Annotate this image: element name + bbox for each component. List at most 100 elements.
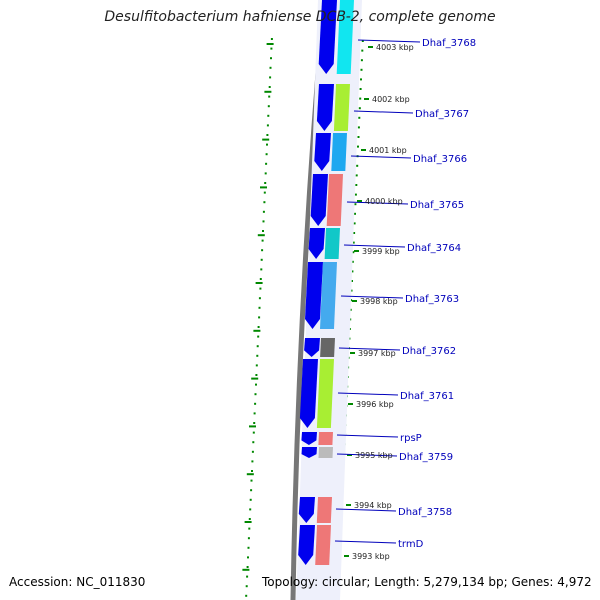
gene-category-block[interactable] [324, 228, 340, 259]
scale-major-tick [262, 138, 270, 141]
scale-minor-tick [251, 460, 254, 463]
label-leader-line [346, 201, 409, 205]
gene-category-block[interactable] [315, 525, 331, 565]
kbp-position-label: 3996 kbp [356, 400, 394, 409]
gene-strand-arrow[interactable] [310, 174, 328, 226]
scale-major-tick [348, 403, 353, 405]
gene-strand-arrow[interactable] [308, 228, 325, 259]
label-leader-line [357, 39, 421, 43]
scale-major-tick [350, 352, 355, 354]
scale-minor-tick [360, 78, 362, 81]
scale-minor-tick [352, 251, 355, 254]
gene-strand-arrow[interactable] [318, 0, 337, 74]
gene-category-block[interactable] [316, 359, 334, 428]
scale-minor-tick [270, 57, 272, 60]
gene-label[interactable]: Dhaf_3758 [398, 507, 452, 518]
scale-major-tick [260, 186, 267, 189]
scale-major-tick [352, 300, 357, 302]
scale-minor-tick [357, 136, 360, 138]
gene-label[interactable]: Dhaf_3766 [413, 154, 467, 165]
scale-minor-tick [360, 59, 363, 62]
scale-minor-tick [260, 258, 263, 261]
label-leader-line [334, 540, 397, 544]
scale-minor-tick [270, 47, 273, 50]
gene-label[interactable]: Dhaf_3767 [415, 109, 469, 120]
gene-features [298, 0, 354, 565]
gene-category-block[interactable] [331, 133, 347, 171]
gene-category-block[interactable] [333, 84, 350, 131]
gene-strand-arrow[interactable] [304, 338, 320, 357]
kbp-position-label: 4003 kbp [376, 43, 414, 52]
scale-minor-tick [258, 297, 261, 300]
label-leader-line [337, 392, 399, 396]
scale-minor-tick [258, 316, 261, 319]
kbp-position-label: 4002 kbp [372, 95, 410, 104]
gene-label[interactable]: Dhaf_3759 [399, 452, 453, 463]
scale-minor-tick [251, 450, 254, 453]
gene-category-block[interactable] [320, 338, 335, 357]
scale-minor-tick [261, 239, 264, 242]
scale-minor-tick [353, 232, 356, 234]
scale-major-tick [253, 329, 261, 332]
gene-label[interactable]: trmD [398, 539, 424, 550]
gene-label[interactable]: Dhaf_3765 [410, 200, 464, 211]
gene-strand-arrow[interactable] [316, 84, 334, 131]
gene-strand-arrow[interactable] [314, 133, 331, 171]
gene-strand-arrow[interactable] [301, 447, 318, 458]
scale-minor-tick [249, 508, 252, 511]
label-leader-line [350, 155, 412, 159]
scale-minor-tick [351, 260, 354, 263]
scale-minor-tick [256, 345, 259, 348]
scale-minor-tick [269, 66, 272, 69]
scale-major-tick [251, 377, 259, 380]
gene-category-block[interactable] [318, 432, 333, 445]
scale-minor-tick [262, 230, 264, 232]
gene-label[interactable]: Dhaf_3761 [400, 391, 454, 402]
kbp-position-label: 4000 kbp [365, 197, 403, 206]
scale-minor-tick [252, 431, 255, 434]
scale-major-tick [354, 250, 359, 252]
scale-major-tick [368, 46, 373, 48]
gene-label[interactable]: Dhaf_3764 [407, 243, 461, 254]
scale-major-tick [361, 149, 366, 151]
gene-strand-arrow[interactable] [301, 432, 317, 445]
scale-minor-tick [245, 585, 248, 588]
scale-minor-tick [257, 335, 260, 338]
scale-minor-tick [252, 441, 255, 444]
gene-category-block[interactable] [316, 497, 332, 523]
scale-minor-tick [359, 88, 362, 90]
scale-minor-tick [247, 546, 250, 549]
accession-label: Accession: NC_011830 [9, 575, 146, 589]
scale-minor-tick [349, 308, 352, 311]
gene-category-block[interactable] [318, 447, 334, 458]
scale-minor-tick [245, 594, 248, 597]
scale-minor-tick [350, 289, 353, 292]
scale-minor-tick [256, 354, 259, 357]
scale-minor-tick [355, 174, 358, 177]
gene-label[interactable]: Dhaf_3763 [405, 294, 459, 305]
gene-strand-arrow[interactable] [298, 497, 315, 523]
kbp-position-label: 3993 kbp [352, 552, 390, 561]
gene-category-block[interactable] [320, 262, 337, 329]
scale-major-tick [244, 521, 252, 523]
gene-category-block[interactable] [326, 174, 343, 226]
gene-strand-arrow[interactable] [305, 262, 323, 329]
scale-minor-tick [361, 49, 364, 52]
gene-category-block[interactable] [336, 0, 354, 74]
gene-label[interactable]: Dhaf_3762 [402, 346, 456, 357]
kbp-position-label: 3995 kbp [355, 451, 393, 460]
gene-strand-arrow[interactable] [299, 359, 318, 428]
scale-minor-tick [255, 374, 258, 376]
gene-strand-arrow[interactable] [298, 525, 315, 565]
scale-minor-tick [354, 212, 356, 215]
scale-major-tick [246, 473, 254, 476]
gene-label[interactable]: Dhaf_3768 [422, 38, 476, 49]
label-leader-line [340, 295, 404, 299]
gene-label[interactable]: rpsP [400, 433, 422, 444]
scale-minor-tick [268, 95, 271, 98]
scale-minor-tick [264, 182, 267, 184]
scale-minor-tick [265, 162, 268, 165]
scale-minor-tick [354, 203, 357, 206]
scale-minor-tick [353, 222, 356, 225]
